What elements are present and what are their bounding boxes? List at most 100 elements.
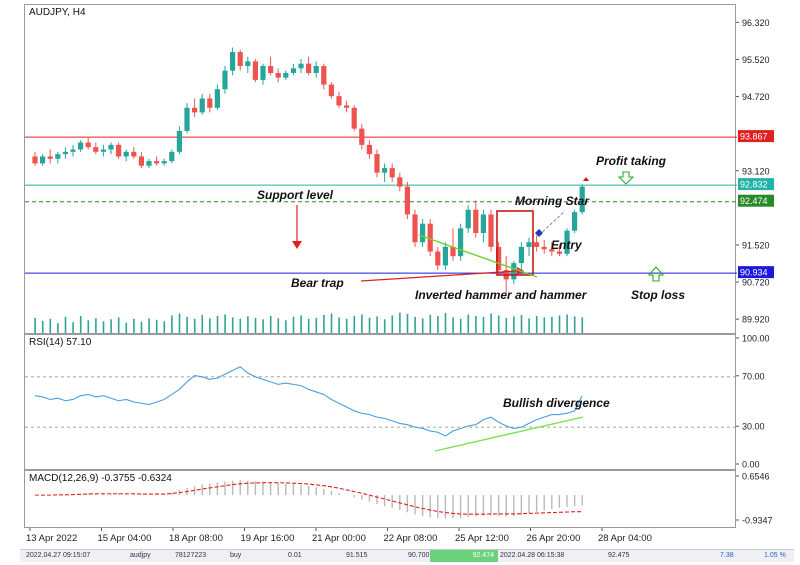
rsi-axis-svg: 100.00 70.00 30.00 0.00 (736, 334, 770, 470)
status-profit: 7.38 (720, 552, 734, 559)
candle-body (306, 63, 312, 73)
volume-bar (285, 320, 287, 333)
macd-panel[interactable]: MACD(12,26,9) -0.3755 -0.6324 (24, 470, 736, 528)
status-open-time: 2022.04.27 09:15:07 (26, 552, 91, 559)
volume-bar (399, 312, 401, 333)
candle-body (579, 186, 585, 213)
volume-bar (163, 321, 166, 333)
volume-bar (528, 318, 530, 333)
volume-bar (421, 318, 424, 333)
y-tick-label: 96.320 (742, 18, 770, 28)
volume-bar (49, 318, 52, 333)
macd-tick-label: 0.6546 (742, 472, 770, 482)
y-tick-label: 91.520 (742, 240, 770, 250)
candle-body (131, 151, 137, 157)
volume-bar (125, 322, 128, 333)
status-close-time: 2022.04.28 06:15:38 (500, 552, 565, 559)
status-symbol: audjpy (130, 552, 151, 559)
volume-bar (300, 315, 302, 333)
candle-body (556, 251, 562, 254)
volume-bar (216, 315, 219, 333)
volume-bar (155, 319, 158, 333)
bullish-divergence-label: Bullish divergence (503, 396, 610, 410)
candle-body (496, 246, 502, 271)
candle-body (534, 242, 540, 247)
level-price-label: 92.474 (740, 196, 768, 206)
volume-bar (277, 318, 280, 333)
candle-body (359, 128, 365, 145)
chart-title: AUDJPY, H4 (29, 7, 86, 18)
macd-chart-svg (35, 480, 583, 519)
rsi-divergence-trendline (434, 416, 584, 452)
candle-body (275, 72, 281, 78)
status-ticket: 78127223 (175, 552, 207, 559)
level-price-tag (738, 130, 774, 143)
volume-bar (475, 315, 477, 333)
rsi-panel[interactable]: RSI(14) 57.10 Bullish divergence (24, 334, 737, 470)
candle-body (435, 251, 441, 266)
volume-bar (444, 312, 447, 333)
take-profit-marker (583, 177, 589, 181)
candle-body (473, 209, 479, 233)
volume-bar (102, 321, 105, 333)
candle-body (518, 246, 524, 264)
rsi-title: RSI(14) 57.10 (29, 337, 92, 348)
candle-body (283, 72, 289, 78)
volume-bar (368, 317, 371, 333)
volume-bar (64, 316, 67, 333)
macd-title: MACD(12,26,9) -0.3755 -0.6324 (29, 473, 172, 484)
candle-body (541, 246, 547, 250)
volume-bar (57, 323, 59, 333)
volume-bar (254, 317, 257, 333)
entry-marker (535, 229, 543, 237)
candle-body (427, 223, 433, 252)
entry-dashed-line (538, 210, 566, 236)
support-level-label: Support level (257, 188, 334, 202)
candle-body (290, 68, 296, 73)
candle-body (154, 161, 160, 164)
level-price-label: 90.934 (740, 268, 768, 278)
volume-bar (353, 315, 356, 333)
level-price-tag (738, 194, 774, 207)
candle-body (336, 96, 342, 106)
candle-body (32, 156, 38, 164)
trade-status-bar[interactable]: 2022.04.27 09:15:07 audjpy 78127223 buy … (20, 549, 794, 562)
volume-bar (437, 315, 439, 333)
candle-body (549, 249, 555, 252)
candle-body (442, 246, 448, 266)
stop-loss-label: Stop loss (631, 288, 685, 302)
volume-bar (140, 321, 143, 333)
candle-body (230, 52, 236, 71)
candle-body (207, 98, 213, 108)
candle-body (40, 156, 46, 164)
bear-trap-arrow-shaft (360, 270, 518, 282)
time-tick-label: 26 Apr 20:00 (527, 533, 581, 544)
candle-body (62, 151, 68, 155)
price-axis: 93.867 92.832 92.474 90.934 96.320 95.520 94.7… (736, 4, 800, 334)
volume-bar (178, 313, 181, 333)
candle-body (123, 151, 129, 157)
time-tick-label: 25 Apr 12:00 (455, 533, 509, 544)
candle-body (138, 156, 144, 166)
volume-bar (558, 315, 561, 333)
status-take-profit: 92.474 (430, 550, 498, 562)
time-tick-label: 21 Apr 00:00 (312, 533, 366, 544)
volume-bar (490, 313, 492, 333)
price-chart-panel[interactable]: AUDJPY, H4 Support level Bear trap Inverte… (24, 4, 737, 334)
candle-body (313, 66, 319, 73)
candle-body (488, 214, 494, 247)
volume-bar (535, 315, 538, 333)
volume-bar (376, 316, 378, 333)
candle-body (47, 156, 53, 159)
time-tick-label: 18 Apr 08:00 (169, 533, 223, 544)
candle-body (458, 228, 464, 257)
volume-bar (87, 320, 90, 333)
candle-body (222, 70, 228, 90)
rsi-chart-svg: Bullish divergence (25, 366, 737, 452)
volume-bar (133, 318, 135, 333)
price-axis-svg: 93.867 92.832 92.474 90.934 96.320 95.520 94.7… (736, 18, 774, 325)
level-price-tag (738, 178, 774, 191)
volume-bar (209, 318, 211, 333)
status-percent: 1.05 % (764, 552, 786, 559)
volume-bar (34, 317, 36, 333)
